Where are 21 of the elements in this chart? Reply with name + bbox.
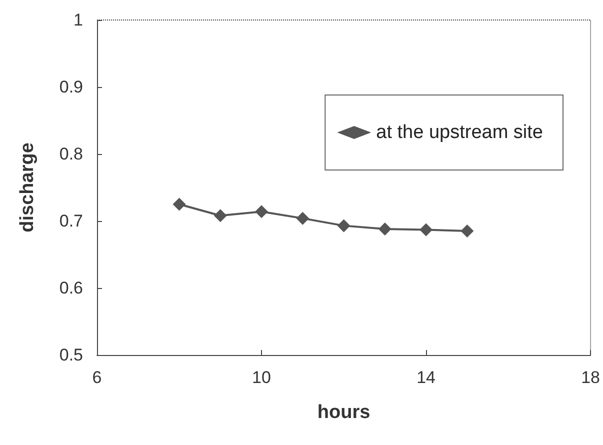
x-tick-label: 6 [92,368,102,387]
y-tick-label: 0.8 [59,144,83,164]
y-axis-title: discharge [17,142,38,232]
point [337,219,350,232]
y-tick-label: 0.5 [59,346,83,364]
x-tick-label: 18 [581,368,600,387]
y-tick-label: 0.9 [59,78,83,96]
x-tick-label: 10 [252,368,271,387]
legend-label: at the upstream site [376,122,544,143]
x-tick-label: 14 [416,368,436,387]
point [460,224,474,238]
point [214,209,227,222]
point [420,223,433,236]
point [255,205,268,218]
x-axis-title: hours [317,402,370,423]
y-tick-label: 0.7 [59,212,83,230]
y-tick-label: 0.6 [59,278,83,298]
point [296,212,310,225]
point [378,222,392,236]
point [172,198,186,211]
y-tick-label: 1 [74,10,83,30]
